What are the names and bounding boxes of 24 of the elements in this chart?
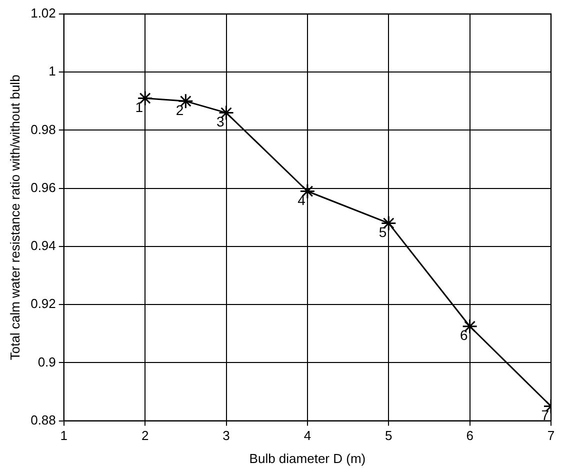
- y-tick-label: 0.94: [30, 238, 56, 254]
- x-tick-label: 1: [60, 428, 68, 444]
- y-axis-title: Total calm water resistance ratio with/without bulb: [7, 74, 22, 360]
- annotation: 5: [378, 224, 387, 240]
- x-tick-label: 5: [385, 428, 392, 444]
- y-tick-label: 1.02: [30, 6, 56, 21]
- annotation: 6: [460, 327, 468, 344]
- y-tick-label: 0.96: [30, 180, 56, 195]
- x-tick-label: 2: [141, 428, 149, 444]
- annotation: 3: [216, 114, 224, 130]
- x-tick-label: 6: [466, 428, 474, 444]
- annotation: 1: [135, 99, 144, 116]
- x-tick-label: 3: [222, 428, 230, 444]
- y-tick-label: 0.92: [30, 296, 56, 312]
- y-tick-label: 0.9: [38, 354, 56, 370]
- x-tick-label: 4: [304, 428, 312, 444]
- x-axis-title: Bulb diameter D (m): [249, 450, 366, 466]
- y-tick-label: 0.98: [30, 122, 56, 137]
- annotation: 4: [298, 192, 306, 208]
- annotation: 7: [541, 407, 550, 424]
- y-tick-label: 0.88: [30, 412, 56, 428]
- annotation: 2: [176, 102, 184, 118]
- x-tick-label: 7: [547, 428, 555, 444]
- y-tick-label: 1: [48, 64, 56, 79]
